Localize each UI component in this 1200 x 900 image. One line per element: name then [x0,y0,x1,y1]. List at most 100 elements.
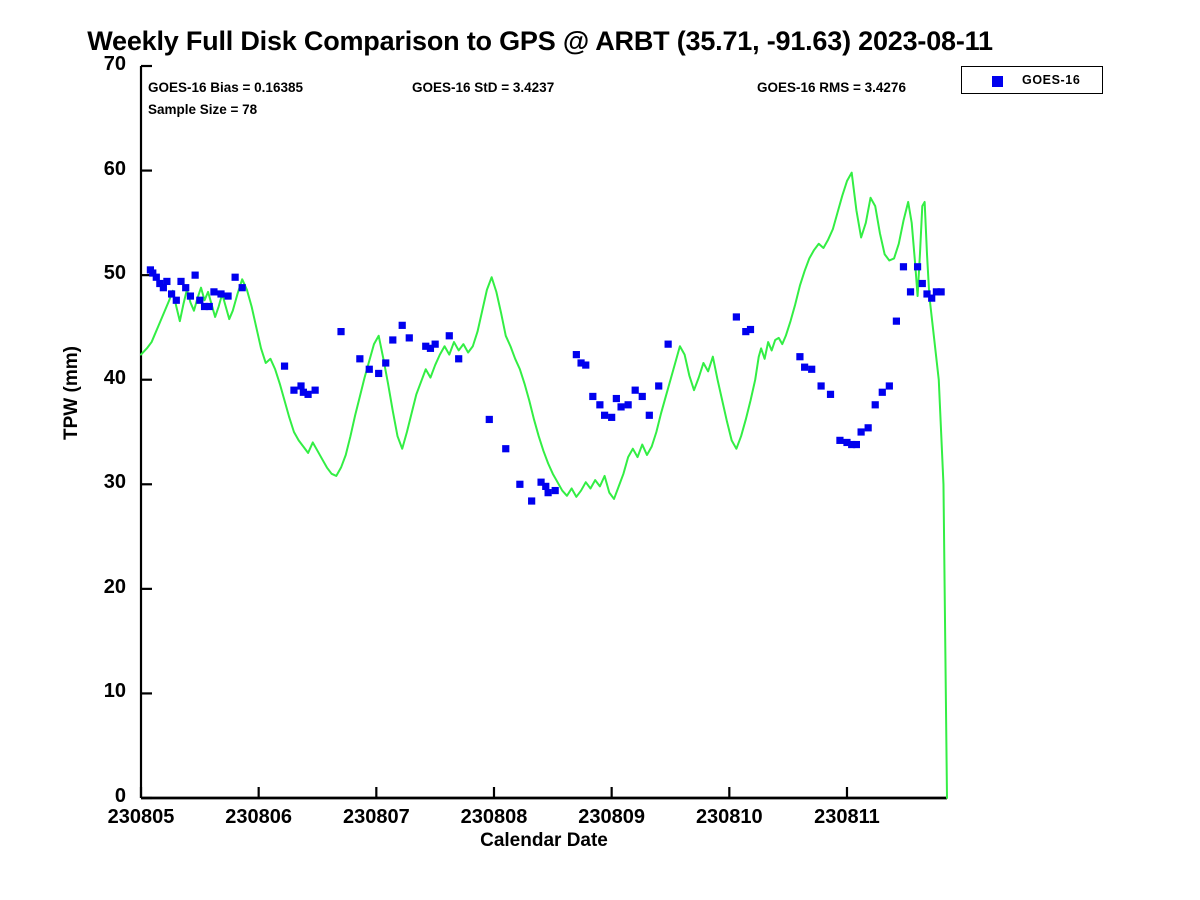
scatter-marker-goes16 [152,273,160,281]
scatter-marker-goes16 [843,438,851,447]
scatter-marker-goes16 [537,478,545,486]
x-tick-label: 230811 [814,806,880,828]
scatter-marker-goes16 [200,302,209,311]
axes [139,64,947,800]
scatter-marker-goes16 [389,336,397,344]
stat-std: GOES-16 StD = 3.4237 [412,80,555,95]
scatter-marker-goes16 [612,394,620,403]
scatter-marker-goes16 [596,401,604,409]
stat-bias: GOES-16 Bias = 0.16385 [148,80,303,95]
scatter-marker-goes16 [186,292,195,300]
scatter-marker-goes16 [885,382,893,390]
scatter-marker-goes16 [864,424,872,432]
scatter-marker-goes16 [405,334,413,342]
scatter-marker-goes16 [542,482,550,490]
x-tick-label: 230806 [225,806,293,828]
y-tick-label: 60 [103,157,126,180]
scatter-marker-goes16 [426,344,435,352]
scatter-marker-goes16 [356,355,364,363]
scatter-marker-goes16 [577,359,585,367]
scatter-marker-goes16 [928,294,936,302]
x-tick-label: 230805 [107,806,175,828]
scatter-marker-goes16 [196,296,204,304]
scatter-marker-goes16 [878,388,886,396]
scatter-marker-goes16 [431,340,439,348]
scatter-marker-goes16 [311,386,319,394]
scatter-marker-goes16 [655,382,663,390]
scatter-marker-goes16 [382,359,390,367]
line-series-gps [140,171,948,799]
scatter-marker-goes16 [601,411,609,419]
y-tick-label: 20 [103,575,126,598]
scatter-marker-goes16 [337,328,345,336]
scatter-marker-goes16 [918,279,926,288]
scatter-marker-goes16 [913,263,922,271]
scatter-marker-goes16 [742,328,750,336]
scatter-marker-goes16 [664,340,672,348]
scatter-marker-goes16 [365,365,373,373]
x-tick-label: 230809 [578,806,646,828]
scatter-marker-goes16 [624,401,632,409]
x-axis-label: Calendar Date [480,830,608,851]
scatter-marker-goes16 [572,351,580,359]
scatter-marker-goes16 [238,284,246,292]
scatter-marker-goes16 [398,321,406,329]
scatter-marker-goes16 [551,486,559,495]
y-tick-label: 0 [114,785,126,807]
y-axis-label: TPW (mm) [61,346,82,440]
scatter-marker-goes16 [231,273,239,281]
scatter-marker-goes16 [746,325,755,334]
scatter-marker-goes16 [516,480,524,488]
scatter-marker-goes16 [182,284,190,292]
y-tick-label: 70 [103,53,126,75]
scatter-marker-goes16 [582,361,590,369]
scatter-marker-goes16 [217,290,225,298]
scatter-marker-goes16 [172,296,180,304]
scatter-marker-goes16 [163,277,171,286]
scatter-marker-goes16 [205,302,213,311]
scatter-marker-goes16 [156,279,164,288]
scatter-marker-goes16 [177,277,185,286]
data-series [140,171,948,799]
scatter-marker-goes16 [445,332,453,340]
y-tick-label: 10 [103,680,126,703]
scatter-marker-goes16 [422,342,430,350]
scatter-marker-goes16 [631,386,639,394]
scatter-marker-goes16 [796,353,804,361]
y-tick-label: 40 [103,366,126,389]
scatter-marker-goes16 [906,288,915,296]
scatter-marker-goes16 [848,440,856,449]
scatter-marker-goes16 [375,369,383,378]
scatter-marker-goes16 [299,388,307,396]
x-tick-label: 230810 [695,806,763,828]
x-tick-label: 230807 [342,806,410,828]
scatter-marker-goes16 [801,363,809,371]
scatter-marker-goes16 [528,497,536,505]
scatter-marker-goes16 [732,313,740,321]
y-tick-label: 50 [103,262,126,285]
legend: GOES-16 [961,66,1103,94]
scatter-marker-goes16 [608,413,616,421]
scatter-marker-goes16 [937,288,945,296]
scatter-marker-goes16 [544,489,552,497]
scatter-marker-goes16 [857,428,865,436]
scatter-marker-goes16 [191,271,199,279]
scatter-marker-goes16 [502,445,510,453]
stat-rms: GOES-16 RMS = 3.4276 [757,80,906,95]
y-tick-label: 30 [103,471,126,494]
stat-sample-size: Sample Size = 78 [148,102,258,117]
scatter-marker-goes16 [304,390,312,398]
scatter-marker-goes16 [297,382,305,390]
legend-label-goes16: GOES-16 [1022,73,1081,87]
scatter-marker-goes16 [836,436,844,444]
scatter-marker-goes16 [852,440,860,449]
scatter-marker-goes16 [589,392,597,401]
scatter-marker-goes16 [826,390,835,398]
scatter-marker-goes16 [892,317,900,325]
legend-swatch-goes16 [992,76,1003,87]
scatter-marker-goes16 [638,392,646,401]
scatter-marker-goes16 [224,292,232,300]
scatter-marker-goes16 [932,288,941,296]
